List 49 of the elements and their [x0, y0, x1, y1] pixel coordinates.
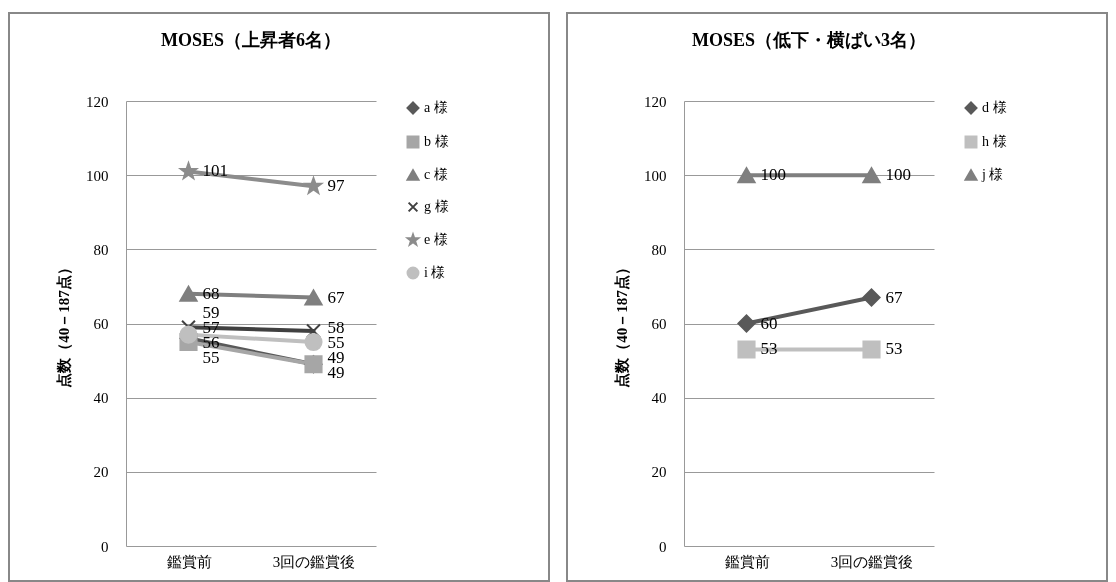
- y-tick-label: 0: [101, 538, 109, 555]
- y-tick-label: 60: [651, 316, 667, 332]
- chart-title: MOSES（低下・横ばい3名）: [691, 30, 927, 50]
- x-tick-label: 鑑賞前: [724, 553, 770, 570]
- legend-label: e 様: [424, 232, 448, 247]
- data-label: 53: [885, 339, 903, 359]
- y-tick-label: 40: [93, 390, 109, 407]
- y-tick-label: 40: [651, 390, 667, 407]
- data-label: 97: [327, 176, 345, 196]
- point: [179, 162, 198, 179]
- legend-label: d 様: [982, 100, 1007, 115]
- y-tick-label: 80: [651, 241, 667, 258]
- point: [304, 333, 323, 352]
- y-tick-label: 120: [86, 93, 109, 110]
- y-tick-label: 60: [93, 316, 109, 332]
- point: [737, 340, 756, 359]
- legend-label: a 様: [424, 100, 448, 115]
- point: [862, 340, 881, 359]
- point: [737, 314, 756, 333]
- data-label: 68: [202, 283, 220, 303]
- y-tick-label: 0: [659, 538, 667, 555]
- y-tick-label: 120: [644, 93, 667, 110]
- data-label: 67: [885, 287, 903, 307]
- x-tick-label: 鑑賞前: [166, 553, 212, 570]
- y-axis-title: 点数（40－187点）: [56, 260, 72, 388]
- legend-label: b 様: [424, 134, 449, 149]
- point: [306, 323, 321, 339]
- y-tick-label: 100: [644, 167, 667, 184]
- data-label: 53: [760, 339, 778, 359]
- x-tick-label: 3回の鑑賞後: [830, 553, 914, 570]
- y-tick-label: 20: [651, 464, 667, 481]
- point: [179, 325, 198, 344]
- legend-label: i 様: [424, 265, 446, 280]
- y-tick-label: 20: [93, 464, 109, 481]
- data-label: 67: [327, 287, 345, 307]
- y-tick-label: 100: [86, 167, 109, 184]
- legend-label: c 様: [424, 167, 448, 182]
- data-label: 100: [885, 165, 911, 185]
- data-label: 101: [202, 161, 228, 181]
- y-tick-label: 80: [93, 241, 109, 258]
- y-axis-title: 点数（40－187点）: [614, 260, 630, 388]
- legend-label: h 様: [982, 134, 1007, 149]
- legend-label: j 様: [981, 167, 1004, 182]
- point: [862, 288, 881, 307]
- chart-title: MOSES（上昇者6名）: [160, 30, 342, 50]
- x-tick-label: 3回の鑑賞後: [272, 553, 356, 570]
- point: [304, 177, 323, 194]
- legend-label: g 様: [424, 199, 449, 214]
- data-label: 100: [760, 165, 786, 185]
